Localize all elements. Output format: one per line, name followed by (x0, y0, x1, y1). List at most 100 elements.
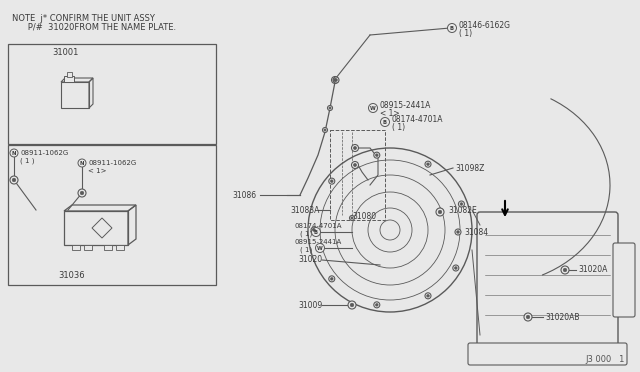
Circle shape (524, 313, 532, 321)
Circle shape (329, 178, 335, 184)
Circle shape (330, 180, 333, 183)
Circle shape (312, 228, 321, 237)
Circle shape (460, 203, 463, 205)
Circle shape (455, 229, 461, 235)
Circle shape (376, 154, 378, 157)
Text: 31098Z: 31098Z (455, 164, 484, 173)
Text: B: B (383, 119, 387, 125)
Circle shape (10, 149, 18, 157)
Circle shape (427, 295, 429, 297)
Circle shape (78, 159, 86, 167)
Text: 31009: 31009 (298, 301, 323, 310)
Circle shape (381, 118, 390, 126)
Bar (8, 44, 216, 144)
Circle shape (348, 301, 356, 309)
Text: ( 1 ): ( 1 ) (20, 158, 35, 164)
Circle shape (333, 78, 337, 81)
Bar (72, 245, 80, 250)
Circle shape (12, 178, 16, 182)
Bar (64, 76, 74, 82)
FancyBboxPatch shape (613, 243, 635, 317)
Circle shape (313, 229, 316, 231)
Text: J3 000   1: J3 000 1 (585, 356, 625, 365)
Text: B: B (450, 26, 454, 31)
Text: W: W (370, 106, 376, 110)
Text: 31001: 31001 (52, 48, 78, 57)
Text: 08174-4701A: 08174-4701A (392, 115, 444, 124)
Circle shape (351, 217, 353, 219)
Circle shape (335, 78, 337, 81)
Text: 31020: 31020 (298, 256, 322, 264)
Text: 08174-4701A: 08174-4701A (295, 223, 342, 229)
Circle shape (324, 129, 326, 131)
Circle shape (10, 176, 18, 184)
Bar (104, 245, 112, 250)
Text: 08915-2441A: 08915-2441A (380, 100, 431, 109)
Circle shape (328, 106, 333, 110)
Circle shape (78, 189, 86, 197)
Circle shape (563, 268, 567, 272)
Circle shape (458, 201, 465, 207)
Circle shape (561, 266, 569, 274)
Text: 08911-1062G: 08911-1062G (88, 160, 136, 166)
Circle shape (316, 244, 324, 253)
Circle shape (350, 303, 354, 307)
Text: 31020A: 31020A (578, 266, 607, 275)
Text: 31086: 31086 (232, 190, 256, 199)
Circle shape (330, 278, 333, 280)
Circle shape (353, 147, 356, 150)
Text: N: N (12, 151, 16, 155)
Text: P/#  31020FROM THE NAME PLATE.: P/# 31020FROM THE NAME PLATE. (12, 22, 176, 32)
Circle shape (369, 103, 378, 112)
Text: ( 1): ( 1) (459, 29, 472, 38)
Circle shape (333, 77, 339, 83)
Circle shape (349, 215, 355, 221)
Text: < 1>: < 1> (88, 168, 106, 174)
Circle shape (453, 265, 459, 271)
Text: 31084: 31084 (464, 228, 488, 237)
Text: W: W (317, 246, 323, 250)
Text: 31080: 31080 (352, 212, 376, 221)
Circle shape (323, 128, 328, 132)
Bar (8, 145, 216, 285)
Circle shape (80, 191, 84, 195)
Circle shape (427, 163, 429, 166)
Circle shape (351, 161, 358, 169)
Circle shape (353, 163, 356, 167)
FancyBboxPatch shape (477, 212, 618, 348)
Circle shape (351, 144, 358, 151)
Circle shape (526, 315, 530, 319)
Circle shape (376, 304, 378, 306)
Text: 31020AB: 31020AB (545, 312, 579, 321)
Bar (67, 72, 72, 77)
Circle shape (454, 267, 457, 269)
Circle shape (457, 231, 460, 233)
Text: < 1>: < 1> (380, 109, 399, 118)
Circle shape (438, 210, 442, 214)
Text: 08146-6162G: 08146-6162G (459, 20, 511, 29)
Text: 08915-2441A: 08915-2441A (295, 239, 342, 245)
Text: 31036: 31036 (58, 270, 84, 279)
Text: 08911-1062G: 08911-1062G (20, 150, 68, 156)
Text: 31083A: 31083A (290, 205, 319, 215)
FancyBboxPatch shape (468, 343, 627, 365)
Circle shape (436, 208, 444, 216)
Circle shape (329, 107, 331, 109)
Circle shape (311, 227, 317, 233)
Circle shape (374, 302, 380, 308)
Bar (330, 130, 385, 220)
Text: ( 1): ( 1) (300, 231, 312, 237)
Text: NOTE  j* CONFIRM THE UNIT ASSY: NOTE j* CONFIRM THE UNIT ASSY (12, 13, 155, 22)
Circle shape (425, 293, 431, 299)
Text: N: N (80, 160, 84, 166)
Text: 31082E: 31082E (448, 205, 477, 215)
Circle shape (425, 161, 431, 167)
Bar (116, 245, 124, 250)
Circle shape (447, 23, 456, 32)
Text: B: B (314, 230, 318, 234)
Circle shape (374, 152, 380, 158)
Bar (84, 245, 92, 250)
Circle shape (329, 276, 335, 282)
Text: ( 1): ( 1) (392, 122, 405, 131)
Text: ( 1): ( 1) (300, 247, 312, 253)
